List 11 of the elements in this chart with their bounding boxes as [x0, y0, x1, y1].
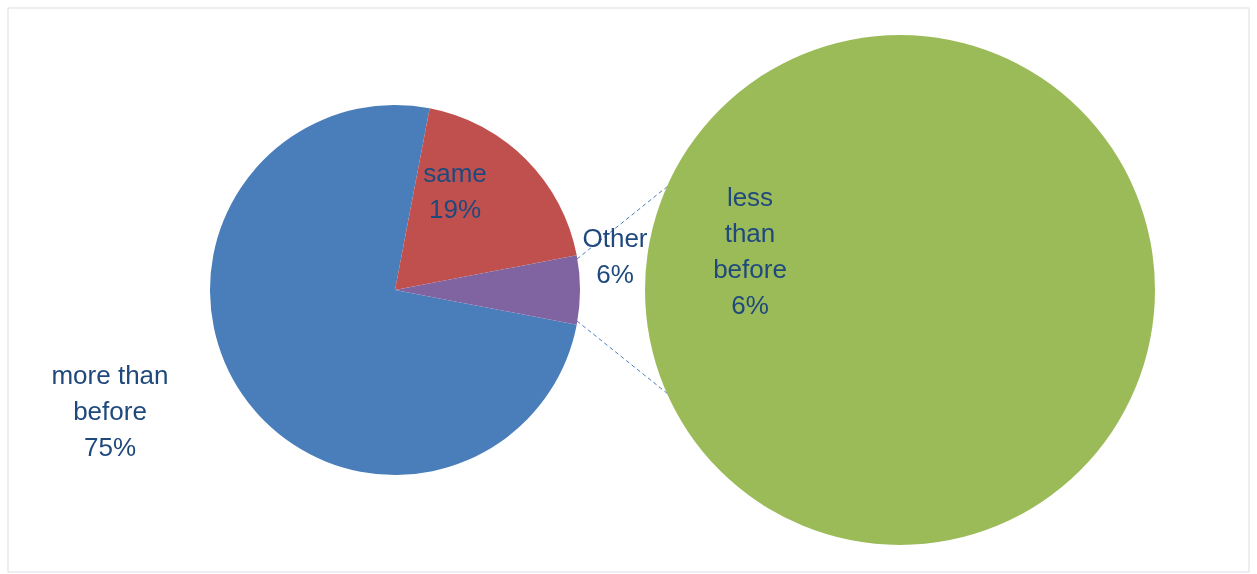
slice-label: same — [423, 158, 487, 188]
slice-label: more than before — [51, 360, 169, 426]
pie-slice — [210, 105, 577, 475]
data-label: 19% — [428, 194, 482, 224]
pie-slice — [395, 255, 580, 325]
data-label: 6% — [596, 259, 634, 289]
slice-label: less than before — [713, 182, 787, 284]
data-label: 6% — [731, 290, 769, 320]
data-label: 75% — [83, 432, 137, 462]
pie-slice — [395, 108, 577, 290]
slice-label: Other — [582, 223, 648, 253]
